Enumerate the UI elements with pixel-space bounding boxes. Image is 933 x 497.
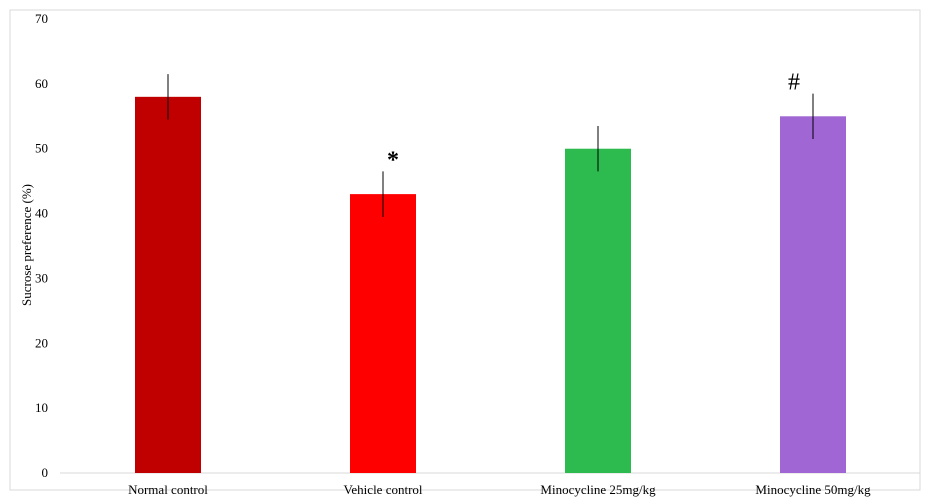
category-label: Normal control [128, 482, 208, 497]
bar [780, 116, 846, 474]
y-tick-label: 0 [42, 465, 49, 480]
bar [135, 96, 201, 473]
y-axis-title: Sucrose preference (%) [19, 184, 34, 306]
bars [135, 96, 846, 474]
category-label: Minocycline 25mg/kg [540, 482, 656, 497]
y-tick-label: 40 [35, 206, 48, 221]
error-bars [167, 74, 814, 217]
category-labels: Normal control Vehicle control Minocycline… [128, 482, 871, 497]
plot-frame [9, 9, 921, 491]
significance-mark: * [387, 147, 399, 173]
y-tick-labels: 0 10 20 30 40 50 60 70 [35, 11, 48, 480]
y-tick-label: 70 [35, 11, 48, 26]
category-label: Vehicle control [343, 482, 422, 497]
y-tick-label: 30 [35, 270, 48, 285]
y-tick-label: 20 [35, 335, 48, 350]
y-tick-label: 10 [35, 400, 48, 415]
bar [565, 148, 631, 473]
category-label: Minocycline 50mg/kg [755, 482, 871, 497]
significance-annotations: *# [387, 70, 800, 174]
y-tick-label: 60 [35, 76, 48, 91]
significance-mark: # [788, 70, 800, 96]
bar [350, 194, 416, 473]
y-tick-label: 50 [35, 141, 48, 156]
